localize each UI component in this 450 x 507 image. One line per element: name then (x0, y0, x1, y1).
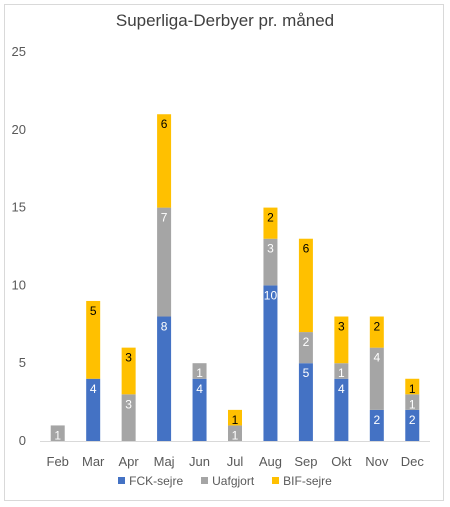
bar-segment (228, 425, 242, 441)
bar-segment (192, 363, 207, 379)
legend-label: BIF-sejre (283, 474, 332, 488)
data-label: 1 (232, 413, 239, 427)
x-tick-label: Apr (119, 454, 140, 469)
data-label: 2 (373, 320, 380, 334)
legend-swatch (272, 477, 280, 484)
chart-title: Superliga-Derbyer pr. måned (115, 11, 335, 30)
data-label: 4 (338, 382, 345, 396)
data-label: 5 (303, 366, 310, 380)
y-tick-label: 0 (19, 433, 26, 448)
bar-segment (263, 238, 278, 286)
data-label: 2 (267, 211, 274, 225)
bar-segment (121, 394, 136, 441)
x-tick-label: Mar (82, 454, 105, 469)
bar-segment (405, 409, 420, 441)
x-tick-label: Maj (154, 454, 175, 469)
x-tick-label: Feb (47, 454, 69, 469)
bar-segment (369, 347, 384, 410)
data-label: 5 (90, 304, 97, 318)
data-label: 1 (409, 382, 416, 396)
bar-segment (405, 394, 420, 410)
bar-segment (298, 363, 313, 441)
bar-segment (86, 300, 101, 379)
data-label: 3 (338, 320, 345, 334)
legend-swatch (201, 477, 209, 484)
data-label: 4 (90, 382, 97, 396)
x-tick-label: Okt (331, 454, 352, 469)
x-tick-label: Nov (365, 454, 389, 469)
y-tick-label: 20 (12, 122, 26, 137)
legend-item: Uafgjort (201, 474, 254, 488)
bar-segment (334, 363, 349, 379)
legend-item: BIF-sejre (272, 474, 332, 488)
x-tick-label: Aug (259, 454, 282, 469)
bar-segment (263, 207, 278, 239)
data-label: 3 (267, 242, 274, 256)
legend-label: Uafgjort (212, 474, 255, 488)
x-tick-label: Sep (294, 454, 317, 469)
bar-segment (263, 285, 278, 441)
data-label: 6 (303, 242, 310, 256)
bar-segment (86, 378, 101, 441)
legend: FCK-sejre Uafgjort BIF-sejre (0, 474, 450, 488)
bar-segment (228, 409, 242, 426)
data-label: 3 (125, 351, 132, 365)
data-label: 1 (338, 366, 345, 380)
bar-segment (157, 207, 172, 317)
y-tick-label: 15 (12, 200, 26, 215)
data-label: 1 (196, 366, 203, 380)
bar-segment (192, 378, 207, 441)
bar-segment (405, 378, 420, 395)
data-label: 1 (409, 397, 416, 411)
bar-segment (298, 332, 313, 364)
bar-segment (157, 316, 172, 441)
x-tick-label: Jun (189, 454, 210, 469)
data-label: 2 (409, 413, 416, 427)
data-label: 3 (125, 397, 132, 411)
y-tick-label: 25 (12, 44, 26, 59)
data-label: 2 (303, 335, 310, 349)
x-tick-label: Dec (401, 454, 425, 469)
data-label: 4 (373, 351, 380, 365)
legend-item: FCK-sejre (118, 474, 183, 488)
bar-segment (334, 316, 349, 364)
bar-segment (157, 114, 172, 208)
data-label: 1 (54, 428, 61, 442)
bar-segment (369, 316, 384, 348)
data-label: 4 (196, 382, 203, 396)
data-label: 8 (161, 320, 168, 334)
x-tick-label: Jul (227, 454, 244, 469)
legend-swatch (118, 477, 126, 484)
y-tick-label: 5 (19, 355, 26, 370)
legend-label: FCK-sejre (129, 474, 184, 488)
data-label: 2 (373, 413, 380, 427)
bar-segment (369, 409, 384, 441)
bar-segment (50, 425, 65, 441)
y-tick-label: 10 (12, 277, 26, 292)
data-label: 6 (161, 117, 168, 131)
bar-segment (334, 378, 349, 441)
data-label: 1 (232, 428, 239, 442)
data-label: 10 (264, 288, 278, 302)
bar-segment (298, 238, 313, 333)
data-label: 7 (161, 211, 168, 225)
bar-segment (121, 347, 136, 395)
